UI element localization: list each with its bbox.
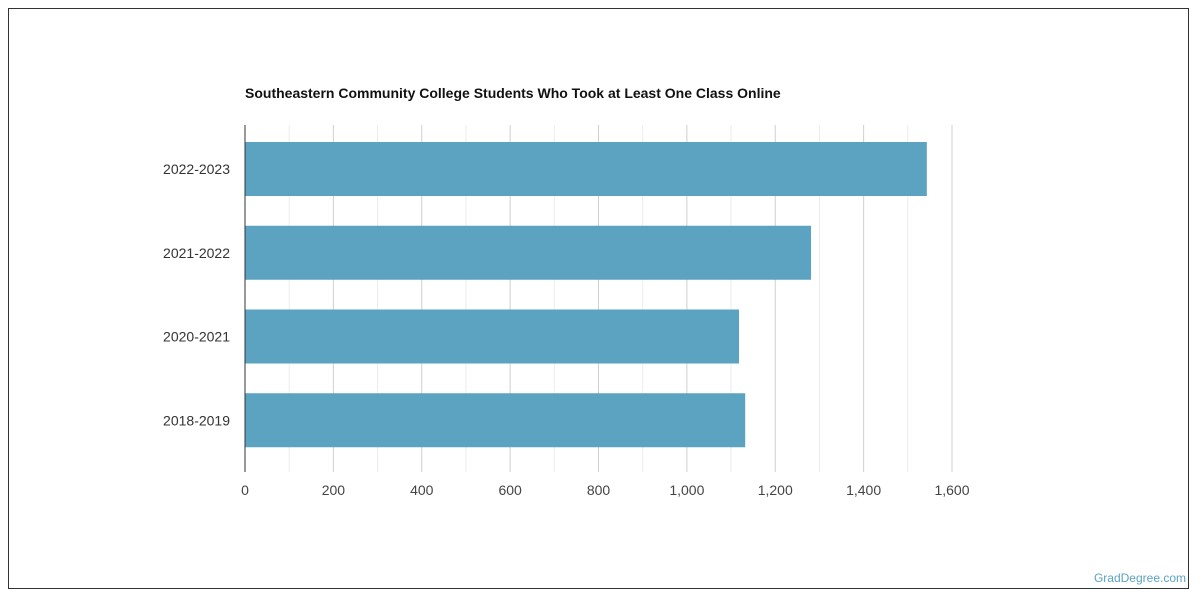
x-tick-label: 0: [241, 482, 249, 498]
bar: [245, 225, 812, 280]
x-tick-label: 1,200: [758, 482, 793, 498]
y-tick-label: 2021-2022: [163, 245, 230, 261]
x-tick-label: 600: [498, 482, 522, 498]
y-tick-label: 2018-2019: [163, 412, 230, 428]
x-tick-label: 1,600: [934, 482, 969, 498]
y-tick-label: 2020-2021: [163, 329, 230, 345]
y-tick-label: 2022-2023: [163, 161, 230, 177]
chart-frame: [8, 8, 1189, 589]
x-tick-label: 200: [322, 482, 346, 498]
bar: [245, 309, 740, 364]
chart-title: Southeastern Community College Students …: [245, 85, 781, 101]
credit-link[interactable]: GradDegree.com: [1093, 571, 1186, 585]
bar: [245, 142, 927, 196]
x-tick-label: 400: [410, 482, 434, 498]
bar: [245, 393, 746, 448]
x-tick-label: 800: [587, 482, 611, 498]
x-tick-label: 1,400: [846, 482, 881, 498]
x-tick-label: 1,000: [669, 482, 704, 498]
